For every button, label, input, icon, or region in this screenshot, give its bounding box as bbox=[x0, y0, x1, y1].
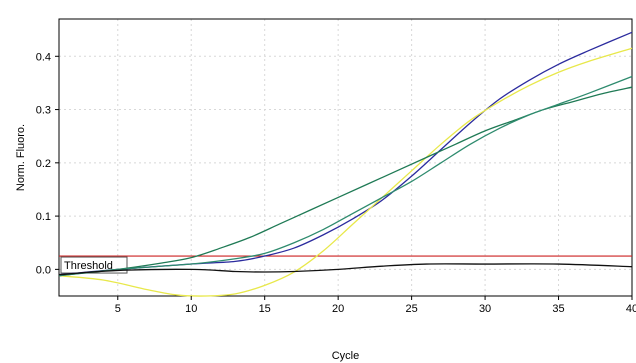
y-axis-ticks: 0.0 0.1 0.2 0.3 0.4 bbox=[36, 51, 59, 276]
x-axis-label: Cycle bbox=[332, 350, 360, 362]
x-tick-label: 30 bbox=[479, 303, 491, 315]
y-tick-label: 0.3 bbox=[36, 105, 51, 117]
series-line-3[interactable] bbox=[58, 86, 633, 277]
plot-frame bbox=[58, 18, 633, 297]
series-layer bbox=[58, 31, 633, 297]
grid bbox=[59, 19, 633, 296]
threshold-label-box[interactable] bbox=[60, 256, 128, 274]
x-tick-label: 35 bbox=[552, 303, 564, 315]
x-tick-label: 25 bbox=[405, 303, 417, 315]
x-tick-label: 40 bbox=[626, 303, 636, 315]
series-line-1[interactable] bbox=[58, 31, 633, 276]
y-tick-label: 0.1 bbox=[36, 211, 51, 223]
series-line-2[interactable] bbox=[58, 47, 633, 297]
threshold-layer: Threshold bbox=[59, 255, 632, 274]
x-tick-label: 20 bbox=[332, 303, 344, 315]
threshold-label: Threshold bbox=[64, 260, 113, 272]
x-tick-label: 15 bbox=[259, 303, 271, 315]
x-axis-ticks: 5 10 15 20 25 30 35 40 bbox=[115, 296, 636, 315]
x-tick-label: 5 bbox=[115, 303, 121, 315]
series-line-5[interactable] bbox=[58, 263, 633, 276]
y-tick-label: 0.4 bbox=[36, 51, 51, 63]
x-tick-label: 10 bbox=[185, 303, 197, 315]
y-tick-label: 0.2 bbox=[36, 158, 51, 170]
series-line-4[interactable] bbox=[58, 75, 633, 277]
y-axis-label: Norm. Fluoro. bbox=[15, 124, 27, 191]
y-tick-label: 0.0 bbox=[36, 264, 51, 276]
